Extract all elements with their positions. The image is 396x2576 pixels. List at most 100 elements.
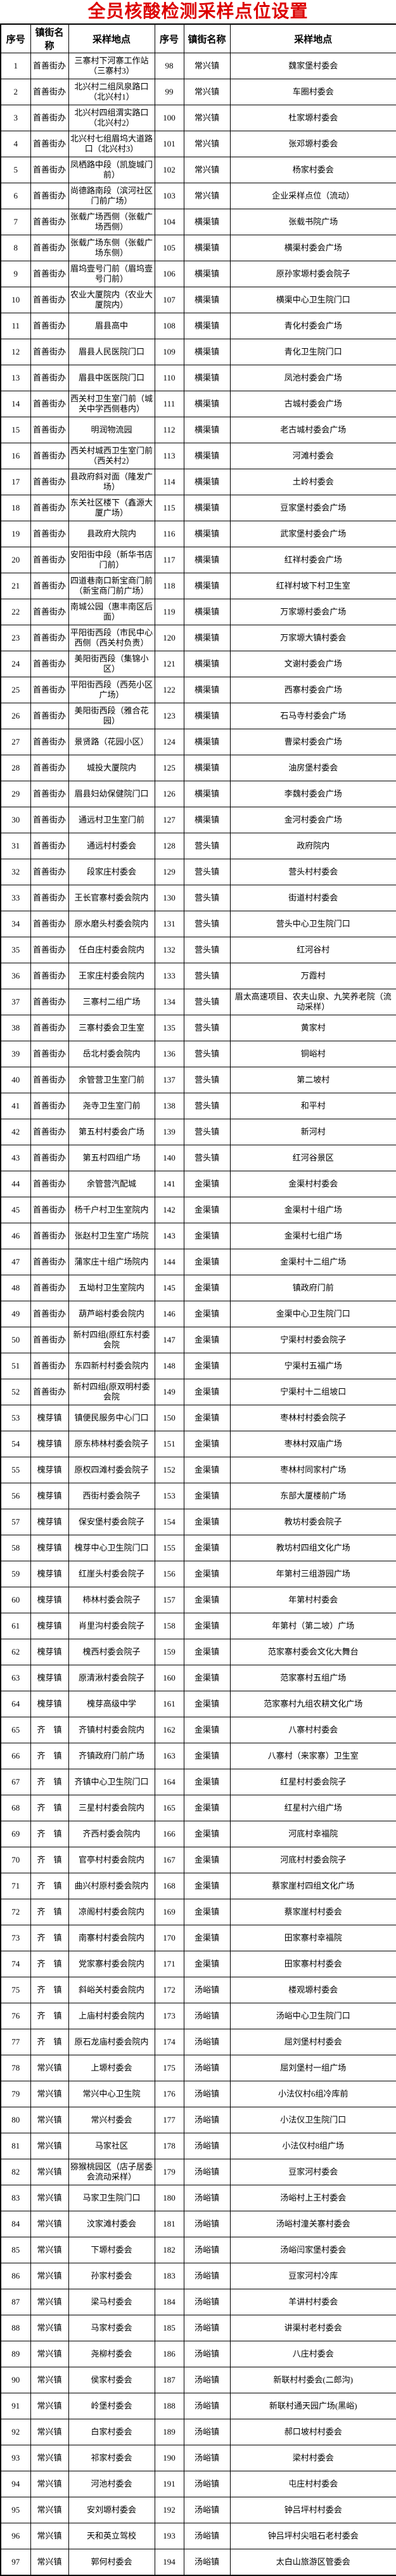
table-row: 85 常兴镇 下塬村委会 182 汤峪镇 汤峪闫家堡村委会 bbox=[0, 2237, 396, 2263]
location-cell-right: 钟吕坪村村委会 bbox=[229, 2497, 396, 2523]
location-cell-right: 金渠中心卫生院门口 bbox=[229, 1301, 396, 1327]
location-cell-left: 城投大厦院内 bbox=[68, 755, 155, 781]
location-cell-right: 张邓塬村委会 bbox=[229, 131, 396, 157]
index-cell-left: 46 bbox=[0, 1223, 31, 1249]
location-cell-left: 南寨村村委会院内 bbox=[68, 1925, 155, 1951]
table-row: 51 首善街办 东四新村村委会院内 148 金渠镇 宁渠村五福广场 bbox=[0, 1353, 396, 1379]
table-row: 84 常兴镇 汶家滩村委会 181 汤峪镇 汤峪村潼关寨村委会 bbox=[0, 2211, 396, 2237]
index-cell-right: 165 bbox=[154, 1795, 184, 1821]
location-cell-right: 企业采样点位（流动） bbox=[229, 183, 396, 209]
location-cell-right: 文谢村委会广场 bbox=[229, 651, 396, 677]
location-cell-right: 枣林村同家村广场 bbox=[229, 1457, 396, 1483]
town-cell-left: 齐 镇 bbox=[30, 2003, 69, 2029]
town-cell-left: 首善街办 bbox=[30, 79, 69, 105]
location-cell-left: 马家卫生院门口 bbox=[68, 2185, 155, 2211]
location-cell-left: 西街村委会院子 bbox=[68, 1483, 155, 1509]
location-cell-right: 田家寨村村委会 bbox=[229, 1951, 396, 1977]
index-cell-right: 167 bbox=[154, 1847, 184, 1873]
table-row: 49 首善街办 葫芦峪村委会院内 146 金渠镇 金渠中心卫生院门口 bbox=[0, 1301, 396, 1327]
index-cell-left: 34 bbox=[0, 911, 31, 937]
town-cell-left: 首善街办 bbox=[30, 209, 69, 235]
town-cell-left: 齐 镇 bbox=[30, 1821, 69, 1847]
location-cell-right: 汤峪闫家堡村委会 bbox=[229, 2237, 396, 2263]
location-cell-right: 屈刘堡村一组广场 bbox=[229, 2055, 396, 2081]
table-row: 1 首善街办 三寨村下河寨工作站（三寨村3） 98 常兴镇 魏家堡村委会 bbox=[0, 53, 396, 79]
index-cell-left: 90 bbox=[0, 2367, 31, 2393]
town-cell-left: 齐 镇 bbox=[30, 1951, 69, 1977]
index-cell-right: 139 bbox=[154, 1119, 184, 1145]
town-cell-left: 常兴镇 bbox=[30, 2237, 69, 2263]
location-cell-left: 祁家村委会 bbox=[68, 2445, 155, 2471]
index-cell-right: 154 bbox=[154, 1509, 184, 1535]
town-cell-left: 首善街办 bbox=[30, 911, 69, 937]
town-cell-left: 常兴镇 bbox=[30, 2159, 69, 2185]
index-cell-right: 156 bbox=[154, 1561, 184, 1587]
index-cell-right: 124 bbox=[154, 729, 184, 755]
town-cell-right: 汤峪镇 bbox=[183, 2211, 231, 2237]
location-cell-right: 东部大厦楼前广场 bbox=[229, 1483, 396, 1509]
location-cell-left: 下塬村委会 bbox=[68, 2237, 155, 2263]
location-cell-right: 新河村 bbox=[229, 1119, 396, 1145]
location-cell-right: 魏家堡村委会 bbox=[229, 53, 396, 79]
town-cell-left: 首善街办 bbox=[30, 261, 69, 287]
town-cell-left: 首善街办 bbox=[30, 521, 69, 547]
town-cell-left: 首善街办 bbox=[30, 1275, 69, 1301]
location-cell-right: 河滩村委会 bbox=[229, 443, 396, 469]
index-cell-left: 18 bbox=[0, 495, 31, 521]
index-cell-right: 119 bbox=[154, 599, 184, 625]
town-cell-left: 常兴镇 bbox=[30, 2211, 69, 2237]
location-cell-right: 汤峪村上王村委会 bbox=[229, 2185, 396, 2211]
header-location-right: 采样地点 bbox=[229, 23, 396, 53]
index-cell-right: 110 bbox=[154, 365, 184, 391]
table-row: 9 首善街办 眉坞壹号门前（眉坞壹号门前） 106 横渠镇 原孙家塬村委会院子 bbox=[0, 261, 396, 287]
index-cell-left: 4 bbox=[0, 131, 31, 157]
table-row: 97 常兴镇 郭何村委会 194 汤峪镇 太白山旅游区管委会 bbox=[0, 2549, 396, 2576]
location-cell-right: 杨家村委会 bbox=[229, 157, 396, 183]
location-cell-right: 梁村村委会 bbox=[229, 2445, 396, 2471]
town-cell-right: 营头镇 bbox=[183, 989, 231, 1015]
table-row: 95 常兴镇 安刘塬村委会 192 汤峪镇 钟吕坪村村委会 bbox=[0, 2497, 396, 2523]
table-row: 74 齐 镇党家寨村委会院内 171 金渠镇 田家寨村村委会 bbox=[0, 1951, 396, 1977]
town-cell-right: 金渠镇 bbox=[183, 1405, 231, 1431]
index-cell-right: 192 bbox=[154, 2497, 184, 2523]
town-cell-right: 横渠镇 bbox=[183, 313, 231, 339]
location-cell-right: 红河谷村 bbox=[229, 937, 396, 963]
town-cell-left: 首善街办 bbox=[30, 1249, 69, 1275]
location-cell-right: 横渠中心卫生院门口 bbox=[229, 287, 396, 313]
header-row: 序号 镇街名称 采样地点 序号 镇街名称 采样地点 bbox=[0, 23, 396, 53]
index-cell-left: 86 bbox=[0, 2263, 31, 2289]
town-cell-left: 槐芽镇 bbox=[30, 1483, 69, 1509]
town-cell-right: 金渠镇 bbox=[183, 1171, 231, 1197]
town-cell-left: 首善街办 bbox=[30, 1301, 69, 1327]
town-cell-left: 首善街办 bbox=[30, 1041, 69, 1067]
index-cell-right: 104 bbox=[154, 209, 184, 235]
town-cell-right: 汤峪镇 bbox=[183, 2419, 231, 2445]
location-cell-right: 年第村三组游园广场 bbox=[229, 1561, 396, 1587]
index-cell-left: 62 bbox=[0, 1639, 31, 1665]
location-cell-left: 东四新村村委会院内 bbox=[68, 1353, 155, 1379]
table-row: 90 常兴镇 侯家村委会 187 汤峪镇 新联村村委会(二郎沟) bbox=[0, 2367, 396, 2393]
town-cell-right: 金渠镇 bbox=[183, 1223, 231, 1249]
town-cell-right: 汤峪镇 bbox=[183, 2081, 231, 2107]
table-row: 91 常兴镇 岭堡村委会 188 汤峪镇 新联村通天园广场(黑峪) bbox=[0, 2393, 396, 2419]
index-cell-left: 31 bbox=[0, 833, 31, 859]
index-cell-left: 3 bbox=[0, 105, 31, 131]
town-cell-right: 横渠镇 bbox=[183, 651, 231, 677]
location-cell-left: 县政府斜对面（隆发广场） bbox=[68, 469, 155, 495]
town-cell-right: 金渠镇 bbox=[183, 1483, 231, 1509]
town-cell-right: 金渠镇 bbox=[183, 1301, 231, 1327]
index-cell-right: 109 bbox=[154, 339, 184, 365]
table-row: 3 首善街办 北兴村四组渭实路口（北兴村2） 100 常兴镇 杜家塬村委会 bbox=[0, 105, 396, 131]
town-cell-right: 汤峪镇 bbox=[183, 2237, 231, 2263]
table-row: 41 首善街办 尧寺卫生室门前 138 营头镇 和平村 bbox=[0, 1093, 396, 1119]
table-body: 1 首善街办 三寨村下河寨工作站（三寨村3） 98 常兴镇 魏家堡村委会 2 首善街办 北兴村二… bbox=[0, 53, 396, 2576]
town-cell-right: 营头镇 bbox=[183, 1015, 231, 1041]
table-row: 73 齐 镇南寨村村委会院内 170 金渠镇 田家寨村幸福院 bbox=[0, 1925, 396, 1951]
location-cell-right: 曹梁村委会广场 bbox=[229, 729, 396, 755]
town-cell-right: 汤峪镇 bbox=[183, 2497, 231, 2523]
table-row: 36 首善街办 王家庄村委会院内 133 营头镇 万霞村 bbox=[0, 963, 396, 989]
location-cell-left: 任白庄村委会院内 bbox=[68, 937, 155, 963]
town-cell-right: 汤峪镇 bbox=[183, 2185, 231, 2211]
town-cell-left: 首善街办 bbox=[30, 885, 69, 911]
